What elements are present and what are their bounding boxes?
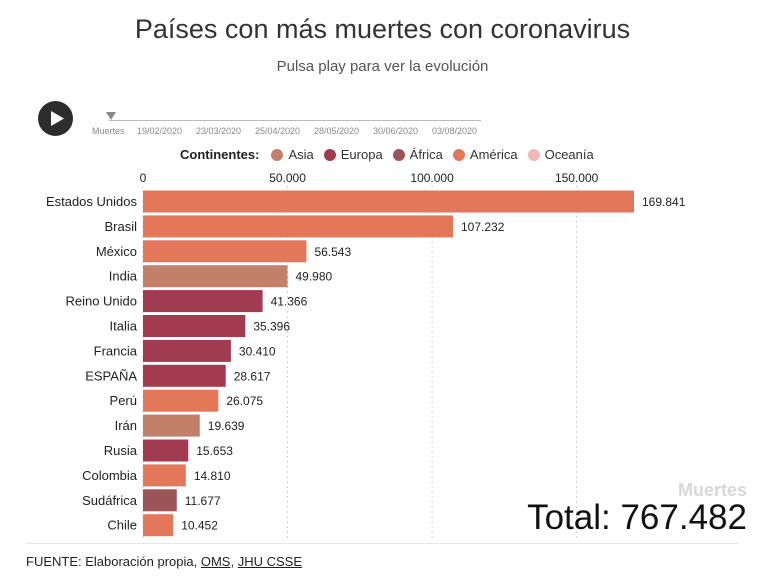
legend-label: América (469, 147, 518, 162)
category-label: Chile (107, 518, 137, 533)
bar (143, 265, 288, 288)
footer-divider (26, 543, 739, 544)
value-label: 11.677 (185, 494, 221, 508)
value-label: 49.980 (295, 270, 332, 284)
value-label: 56.543 (314, 245, 351, 259)
timeline-date: 19/02/2020 (137, 126, 183, 136)
legend-swatch (452, 148, 465, 161)
timeline-date: 30/06/2020 (373, 126, 419, 136)
timeline-track (109, 120, 481, 121)
category-label: Estados Unidos (46, 194, 138, 209)
total-value: 767.482 (620, 498, 747, 537)
x-tick-label: 150.000 (555, 171, 599, 185)
bar (143, 339, 231, 362)
chart-title: Países con más muertes con coronavirus (134, 14, 631, 44)
bar (143, 290, 263, 313)
value-label: 169.841 (642, 195, 686, 209)
value-label: 10.452 (181, 519, 218, 533)
legend-swatch (392, 148, 405, 161)
category-label: Irán (115, 418, 137, 433)
source-link-jhu[interactable]: JHU CSSE (237, 554, 303, 569)
value-label: 14.810 (194, 469, 231, 483)
value-label: 26.075 (226, 394, 263, 408)
legend-item-asia[interactable]: Asia (271, 147, 314, 162)
legend-title: Continentes: (180, 147, 260, 162)
source-separator: , (230, 554, 238, 569)
category-label: Sudáfrica (82, 493, 138, 508)
category-label: Rusia (104, 443, 138, 458)
legend-label: Europa (340, 147, 383, 162)
value-label: 35.396 (253, 320, 290, 334)
play-icon (51, 111, 64, 126)
legend-swatch (323, 148, 336, 161)
timeline-date: 25/04/2020 (255, 126, 301, 136)
value-axis-title: Muertes (677, 480, 747, 500)
category-label: ESPAÑA (85, 368, 137, 383)
value-label: 28.617 (234, 369, 271, 383)
bar (143, 315, 246, 337)
bar (143, 240, 307, 263)
category-label: Reino Unido (65, 294, 137, 309)
category-label: Francia (94, 343, 138, 358)
timeline-label: Muertes (92, 126, 125, 136)
x-tick-label: 0 (140, 171, 147, 185)
source-link-oms[interactable]: OMS (200, 554, 231, 569)
category-label: Italia (110, 319, 138, 334)
legend-item-america[interactable]: América (452, 147, 518, 162)
category-label: Brasil (104, 219, 137, 234)
legend-swatch (527, 148, 540, 161)
x-tick-label: 50.000 (269, 171, 306, 185)
bar (143, 464, 186, 487)
total-deaths: Total: 767.482 (527, 498, 747, 538)
value-label: 41.366 (271, 295, 308, 309)
source-prefix: FUENTE: Elaboración propia, (26, 554, 201, 569)
category-label: Colombia (82, 468, 138, 483)
legend-swatch (271, 148, 284, 161)
x-tick-label: 100.000 (410, 171, 454, 185)
legend-label: Oceanía (544, 147, 594, 162)
bar (143, 489, 177, 512)
source-note: FUENTE: Elaboración propia, OMS, JHU CSS… (26, 554, 302, 569)
timeline-handle[interactable] (106, 112, 116, 120)
legend-item-europa[interactable]: Europa (323, 147, 383, 162)
bar (143, 215, 454, 238)
value-label: 19.639 (208, 419, 245, 433)
legend-label: África (409, 147, 443, 162)
timeline-date: 23/03/2020 (196, 126, 242, 136)
total-label: Total: (527, 498, 611, 537)
category-label: India (109, 269, 138, 284)
timeline-date: 03/08/2020 (432, 126, 478, 136)
bar (143, 514, 174, 537)
legend-item-africa[interactable]: África (392, 147, 443, 162)
bar (143, 364, 226, 387)
legend: Continentes: Asia Europa África América … (180, 147, 604, 162)
value-label: 107.232 (461, 220, 505, 234)
play-button[interactable] (38, 101, 73, 136)
chart-subtitle: Pulsa play para ver la evolución (276, 58, 489, 75)
timeline-slider[interactable]: Muertes 19/02/2020 23/03/2020 25/04/2020… (92, 112, 487, 142)
timeline-labels: Muertes 19/02/2020 23/03/2020 25/04/2020… (92, 126, 482, 136)
bar (143, 414, 200, 437)
legend-item-oceania[interactable]: Oceanía (527, 147, 594, 162)
bar (143, 389, 219, 412)
timeline-date: 28/05/2020 (314, 126, 360, 136)
bar-chart: 0 50.000 100.000 150.000 Estados Unidos 169.8… (46, 171, 686, 539)
value-label: 15.653 (196, 444, 233, 458)
bar (143, 439, 189, 462)
legend-label: Asia (288, 147, 314, 162)
bar (143, 190, 634, 213)
category-label: México (96, 244, 137, 259)
value-label: 30.410 (239, 344, 276, 358)
category-label: Perú (110, 393, 137, 408)
